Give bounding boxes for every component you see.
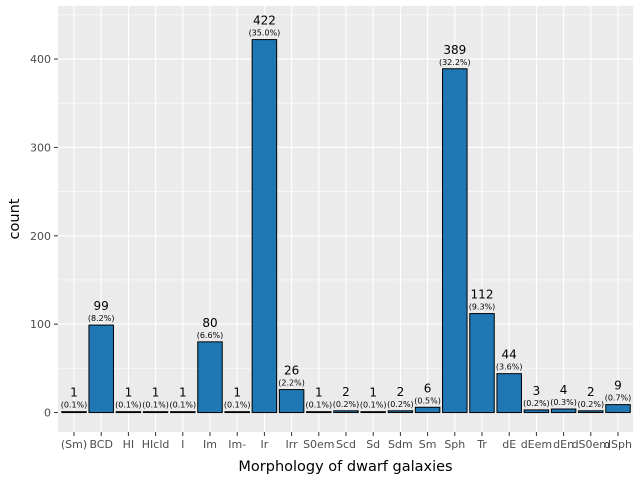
- x-tick-label: Im: [203, 438, 217, 451]
- bar-sm: [414, 406, 441, 414]
- percent-label: (0.5%): [414, 396, 441, 405]
- bar-sd: [360, 411, 386, 414]
- percent-label: (0.1%): [61, 401, 88, 410]
- count-label: 26: [284, 364, 299, 378]
- count-label: 1: [315, 386, 323, 400]
- bar-sm: [61, 411, 87, 414]
- x-tick-label: Scd: [336, 438, 356, 451]
- bar-hicld: [142, 411, 169, 414]
- bar-tr: [469, 313, 495, 414]
- x-tick-label: Tr: [476, 438, 487, 451]
- x-tick-label: Im-: [228, 438, 246, 451]
- bar-im: [197, 341, 223, 414]
- percent-label: (0.3%): [550, 398, 577, 407]
- bars: [61, 39, 631, 414]
- y-axis: 0 100 200 300 400: [30, 53, 58, 420]
- x-tick-label: dE: [502, 438, 516, 451]
- percent-label: (0.2%): [387, 400, 414, 409]
- percent-label: (0.2%): [333, 400, 360, 409]
- percent-label: (0.1%): [115, 401, 142, 410]
- count-label: 3: [533, 384, 541, 398]
- x-tick-label: Irr: [286, 438, 299, 451]
- x-tick-label: dS0em: [572, 438, 610, 451]
- bar-im: [224, 411, 250, 414]
- y-tick-label: 100: [30, 318, 51, 331]
- count-label: 44: [502, 348, 517, 362]
- x-axis-title: Morphology of dwarf galaxies: [238, 459, 452, 475]
- bar-den: [550, 408, 577, 414]
- x-tick-label: (Sm): [61, 438, 87, 451]
- bar-de: [496, 373, 522, 414]
- count-label: 1: [369, 386, 377, 400]
- percent-label: (3.6%): [496, 363, 523, 372]
- percent-label: (6.6%): [197, 331, 224, 340]
- percent-label: (0.2%): [523, 399, 550, 408]
- count-label: 99: [94, 299, 109, 313]
- count-label: 2: [342, 385, 350, 399]
- percent-label: (0.1%): [170, 401, 197, 410]
- x-tick-label: HIcld: [142, 438, 170, 451]
- bar-s0em: [306, 411, 332, 414]
- count-label: 422: [253, 14, 276, 28]
- y-tick-label: 200: [30, 230, 51, 243]
- count-label: 6: [424, 381, 432, 395]
- count-label: 1: [70, 386, 78, 400]
- y-tick-label: 0: [44, 407, 51, 420]
- percent-label: (35.0%): [249, 29, 281, 38]
- bar-scd: [333, 410, 359, 414]
- y-axis-title: count: [7, 198, 23, 239]
- bar-ds0em: [578, 410, 604, 414]
- y-tick-label: 400: [30, 53, 51, 66]
- count-label: 2: [587, 385, 595, 399]
- y-tick-label: 300: [30, 141, 51, 154]
- percent-label: (0.1%): [360, 401, 387, 410]
- x-tick-label: Sdm: [388, 438, 413, 451]
- x-tick-label: Sd: [366, 438, 380, 451]
- count-label: 1: [152, 386, 160, 400]
- bar-dsph: [605, 404, 631, 414]
- count-label: 4: [560, 383, 568, 397]
- x-tick-label: dEem: [521, 438, 552, 451]
- bar-ir: [251, 39, 278, 414]
- x-axis: (Sm) BCD HI HIcld I Im Im- Ir Irr S0em Scd Sd Sdm Sm S…: [61, 432, 632, 451]
- count-label: 2: [397, 385, 405, 399]
- count-label: 1: [233, 386, 241, 400]
- bar-sdm: [387, 410, 414, 414]
- percent-label: (0.1%): [306, 401, 333, 410]
- percent-label: (0.1%): [142, 401, 169, 410]
- percent-label: (8.2%): [88, 314, 115, 323]
- percent-label: (0.7%): [605, 394, 632, 403]
- count-label: 389: [443, 43, 466, 57]
- bar-deem: [523, 409, 550, 414]
- x-tick-label: S0em: [303, 438, 334, 451]
- bar-sph: [442, 68, 468, 414]
- count-label: 9: [614, 379, 622, 393]
- percent-label: (2.2%): [278, 379, 305, 388]
- count-label: 1: [179, 386, 187, 400]
- x-tick-label: Ir: [261, 438, 269, 451]
- count-label: 1: [125, 386, 133, 400]
- x-tick-label: I: [181, 438, 184, 451]
- bar-hi: [115, 411, 142, 414]
- x-tick-label: Sph: [444, 438, 465, 451]
- bar-bcd: [88, 324, 114, 414]
- x-tick-label: Sm: [419, 438, 437, 451]
- count-label: 112: [471, 288, 494, 302]
- x-tick-label: dSph: [604, 438, 632, 451]
- percent-label: (0.1%): [224, 401, 251, 410]
- percent-label: (9.3%): [469, 303, 496, 312]
- x-tick-label: HI: [123, 438, 135, 451]
- bar-i: [170, 411, 196, 414]
- value-labels: (0.1%)1(8.2%)99(0.1%)1(0.1%)1(0.1%)1(6.6…: [61, 14, 632, 410]
- count-label: 80: [202, 316, 217, 330]
- percent-label: (32.2%): [439, 58, 471, 67]
- x-tick-label: dEn: [553, 438, 574, 451]
- bar-irr: [278, 389, 305, 414]
- x-tick-label: BCD: [89, 438, 113, 451]
- percent-label: (0.2%): [578, 400, 605, 409]
